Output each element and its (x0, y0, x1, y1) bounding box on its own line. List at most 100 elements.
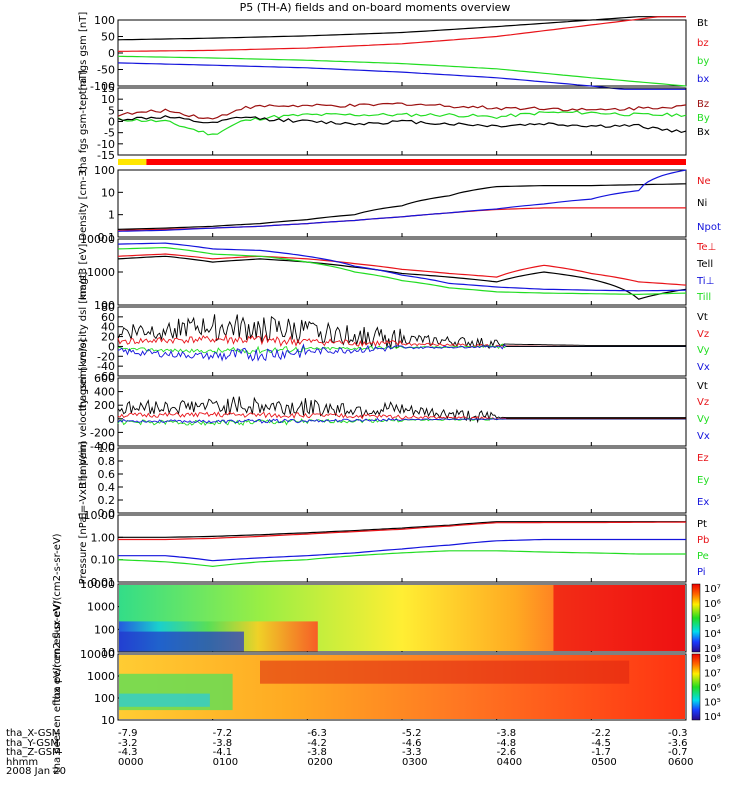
legend-vy: Vy (697, 345, 710, 356)
y-tick-label: 0.10 (91, 554, 116, 567)
footer-value: -3.8 (307, 747, 327, 758)
y-tick-label: 100 (94, 164, 115, 177)
colorbar-tick-label: 10⁴ (704, 712, 721, 723)
y-axis-label: tha fgs gsm-tep [nT] (78, 70, 89, 173)
legend-pe: Pe (697, 551, 709, 562)
footer-value: -2.6 (496, 747, 517, 758)
legend-ti: Ti⊥ (696, 276, 714, 287)
y-axis-label: tha peer en eflux eV/(cm2-s-sr-eV) (52, 601, 63, 774)
y-tick-label: 100 (94, 299, 115, 312)
legend-vz: Vz (697, 397, 709, 408)
colorbar-tick-label: 10⁴ (704, 629, 721, 640)
colorbar-tick-label: 10⁶ (704, 599, 721, 610)
legend-till: Till (696, 292, 711, 303)
footer-value: -4.3 (118, 747, 138, 758)
legend-by: by (697, 56, 709, 67)
status-bar-segment (146, 159, 686, 165)
footer-value: 0000 (118, 756, 144, 768)
panel-frame (117, 377, 687, 447)
y-tick-label: 10 (101, 714, 115, 727)
series-bz-line (117, 102, 687, 120)
legend-npot: Npot (697, 222, 721, 233)
y-tick-label: 1000 (87, 266, 115, 279)
footer-value: -4.2 (307, 737, 327, 749)
legend-vz: Vz (697, 329, 709, 340)
y-tick-label: -60 (97, 370, 115, 383)
y-axis-label: tha peim velocity gsm [km/s] (78, 339, 89, 486)
y-tick-label: -15 (97, 149, 115, 162)
panel-frame (117, 447, 687, 514)
legend-vy: Vy (697, 414, 710, 425)
series-vt-line (117, 396, 686, 424)
footer-value: -5.2 (402, 728, 422, 739)
series-ti-line (117, 242, 687, 292)
y-tick-label: 100 (94, 623, 115, 636)
y-tick-label: -40 (97, 360, 115, 373)
footer-value: -0.3 (668, 728, 688, 739)
panel-4: 10000 1000 100 magt3 [eV] Te⊥ Tell Ti⊥ Till (78, 233, 716, 312)
colorbar-tick-label: 10⁷ (704, 669, 721, 680)
panel-frame (117, 87, 687, 156)
footer-row-label: hhmm (6, 756, 39, 768)
legend-ey: Ey (697, 475, 709, 486)
legend-te: Te⊥ (696, 242, 716, 253)
legend-vt: Vt (697, 312, 708, 323)
y-tick-label: -200 (90, 426, 115, 439)
spectrogram-lowband (119, 693, 210, 707)
y-axis-label: magt3 [eV] (78, 244, 89, 301)
y-tick-label: 10000 (80, 578, 115, 591)
footer-value: -3.2 (118, 737, 138, 749)
y-axis-label: tha peir en eflux eV/(cm2-s-sr-eV) (52, 533, 63, 702)
footer-value: -4.1 (212, 747, 233, 758)
series-ni-line (117, 183, 687, 230)
legend-bz: Bz (697, 99, 709, 110)
legend-pi: Pi (697, 567, 706, 578)
legend-vt: Vt (697, 381, 708, 392)
footer-value: 0200 (307, 756, 333, 768)
y-tick-label: 5 (108, 104, 115, 117)
y-tick-label: 0.8 (98, 455, 116, 468)
y-tick-label: 60 (101, 311, 115, 324)
y-tick-label: 0 (108, 413, 115, 426)
legend-pb: Pb (697, 535, 709, 546)
colorbar-tick-label: 10⁷ (704, 584, 721, 595)
y-tick-label: 0.0 (98, 507, 116, 520)
y-tick-label: 1000 (87, 601, 115, 614)
footer-value: -2.2 (591, 728, 611, 739)
legend-vx: Vx (697, 431, 710, 442)
footer-value: -4.6 (402, 737, 422, 749)
y-tick-label: 40 (101, 321, 115, 334)
y-tick-label: -5 (104, 127, 115, 140)
y-tick-label: 1 (108, 209, 115, 222)
y-tick-label: 10000 (80, 648, 115, 661)
footer-value: -0.7 (668, 747, 688, 758)
y-axis-label: Density [cm-3] (78, 166, 89, 240)
y-tick-label: 10000 (80, 233, 115, 246)
y-tick-label: 100 (94, 692, 115, 705)
series-pt-line (118, 521, 686, 538)
series-till-line (117, 246, 687, 296)
panel-frame (117, 19, 687, 87)
y-tick-label: 600 (94, 372, 115, 385)
y-tick-label: 1.0 (98, 442, 116, 455)
y-tick-label: -20 (97, 350, 115, 363)
y-tick-label: 10 (101, 93, 115, 106)
colorbar (691, 653, 701, 721)
panel-7: 1.00.80.60.40.20.0 E=-VxB [mV/m] Ez Ey Ex (78, 441, 709, 520)
y-tick-label: 1000 (87, 670, 115, 683)
y-tick-label: -10 (97, 138, 115, 151)
panel-10: 10000 1000 100 10 tha peer en eflux eV/(cm2-… (52, 601, 721, 774)
footer-value: -7.9 (118, 728, 138, 739)
spectrogram-hot-region (260, 660, 630, 684)
footer-value: -3.8 (212, 737, 233, 749)
y-tick-label: 1.00 (91, 531, 116, 544)
y-tick-label: 0 (108, 116, 115, 129)
y-tick-label: 0.6 (98, 468, 116, 481)
y-tick-label: 0 (108, 47, 115, 60)
y-tick-label: 0.4 (98, 481, 116, 494)
panel-frame (117, 238, 687, 306)
y-tick-label: 10 (101, 646, 115, 659)
